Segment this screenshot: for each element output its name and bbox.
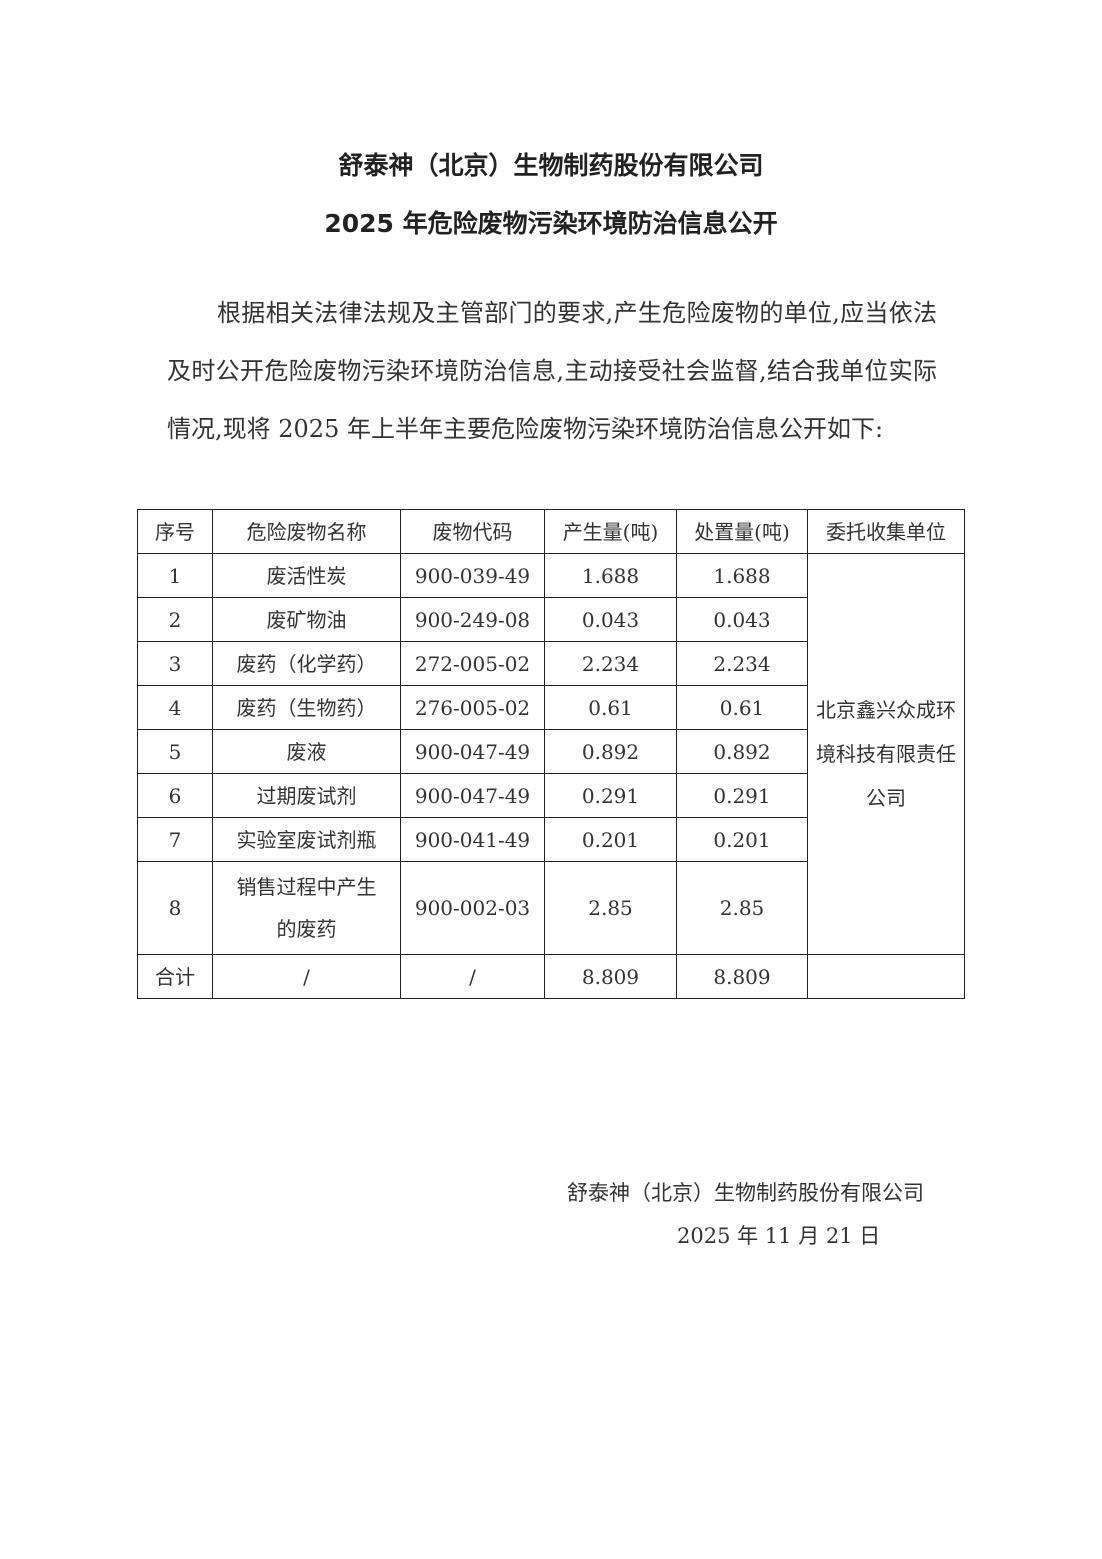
cell-disposed: 2.85 [676,861,808,955]
table-row: 3 废药（化学药） 272-005-02 2.234 2.234 [137,641,965,686]
cell-code: 900-047-49 [400,773,545,818]
total-produced: 8.809 [544,954,677,999]
cell-disposed: 0.892 [676,729,808,774]
table-row: 1 废活性炭 900-039-49 1.688 1.688 北京鑫兴众成环境科技有限责任公… [137,553,965,955]
cell-disposed: 0.291 [676,773,808,818]
cell-code: 900-041-49 [400,817,545,862]
cell-produced: 0.61 [544,685,677,730]
total-collector [807,954,965,999]
cell-name: 过期废试剂 [212,773,401,818]
cell-produced: 0.291 [544,773,677,818]
cell-produced: 0.201 [544,817,677,862]
table-header-row: 序号 危险废物名称 废物代码 产生量(吨) 处置量(吨) 委托收集单位 [137,509,965,554]
header-cell: 危险废物名称 [212,509,401,554]
cell-name: 废活性炭 [212,553,401,598]
hazardous-waste-table: 序号 危险废物名称 废物代码 产生量(吨) 处置量(吨) 委托收集单位 1 废活性… [137,509,965,999]
document-subtitle: 2025 年危险废物污染环境防治信息公开 [324,209,778,238]
cell-no: 8 [137,861,213,955]
cell-name: 废药（化学药） [212,641,401,686]
cell-disposed: 0.61 [676,685,808,730]
header-cell: 序号 [137,509,213,554]
collector-unit: 北京鑫兴众成环境科技有限责任公司 [807,553,965,955]
cell-no: 5 [137,729,213,774]
cell-produced: 2.85 [544,861,677,955]
cell-disposed: 0.201 [676,817,808,862]
cell-name: 销售过程中产生的废药 [212,861,401,955]
cell-code: 276-005-02 [400,685,545,730]
cell-disposed: 2.234 [676,641,808,686]
cell-produced: 0.892 [544,729,677,774]
header-cell: 产生量(吨) [544,509,677,554]
cell-produced: 1.688 [544,553,677,598]
cell-no: 3 [137,641,213,686]
total-name: / [212,954,401,999]
table-row: 6 过期废试剂 900-047-49 0.291 0.291 [137,773,965,818]
intro-paragraph: 根据相关法律法规及主管部门的要求,产生危险废物的单位,应当依法及时公开危险废物污… [167,299,937,443]
header-cell: 委托收集单位 [807,509,965,554]
cell-no: 7 [137,817,213,862]
table-row: 4 废药（生物药） 276-005-02 0.61 0.61 [137,685,965,730]
table-row: 5 废液 900-047-49 0.892 0.892 [137,729,965,774]
cell-code: 272-005-02 [400,641,545,686]
cell-name: 废液 [212,729,401,774]
cell-no: 1 [137,553,213,598]
document-title: 舒泰神（北京）生物制药股份有限公司 [338,151,764,180]
cell-disposed: 1.688 [676,553,808,598]
table-total-row: 合计 / / 8.809 8.809 [137,954,965,999]
cell-name: 实验室废试剂瓶 [212,817,401,862]
cell-no: 4 [137,685,213,730]
cell-name: 废矿物油 [212,597,401,642]
cell-code: 900-039-49 [400,553,545,598]
total-disposed: 8.809 [676,954,808,999]
cell-code: 900-002-03 [400,861,545,955]
total-code: / [400,954,545,999]
cell-no: 6 [137,773,213,818]
cell-disposed: 0.043 [676,597,808,642]
cell-produced: 0.043 [544,597,677,642]
total-label: 合计 [137,954,213,999]
header-cell: 处置量(吨) [676,509,808,554]
cell-produced: 2.234 [544,641,677,686]
signature-company: 舒泰神（北京）生物制药股份有限公司 [567,1181,924,1205]
cell-code: 900-249-08 [400,597,545,642]
cell-no: 2 [137,597,213,642]
signature-date: 2025 年 11 月 21 日 [677,1224,881,1248]
cell-name: 废药（生物药） [212,685,401,730]
table-row: 8 销售过程中产生的废药 900-002-03 2.85 2.85 [137,861,965,955]
cell-code: 900-047-49 [400,729,545,774]
header-cell: 废物代码 [400,509,545,554]
table-row: 2 废矿物油 900-249-08 0.043 0.043 [137,597,965,642]
